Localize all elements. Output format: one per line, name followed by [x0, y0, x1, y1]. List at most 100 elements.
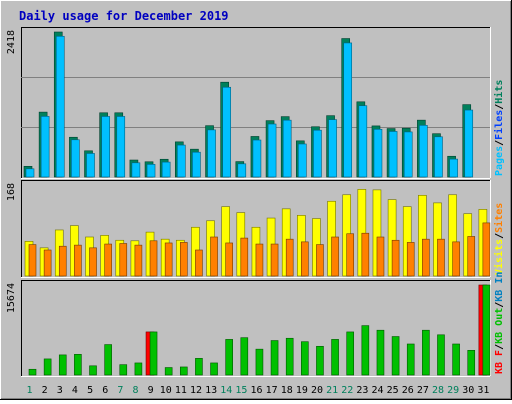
bar-kb-out — [270, 340, 279, 376]
bar-sites — [391, 239, 400, 277]
bar-sites — [346, 233, 355, 277]
bar-pages — [71, 139, 80, 178]
bar-sites — [149, 240, 158, 277]
y-axis-max-label: 15674 — [6, 283, 17, 313]
bar-pages — [252, 139, 262, 178]
day-label: 20 — [311, 385, 323, 396]
bar-pages — [358, 105, 368, 178]
bar-sites — [301, 241, 309, 277]
bar-sites — [255, 243, 264, 277]
y-axis-max-label: 2418 — [6, 30, 17, 54]
bar-sites — [376, 236, 385, 277]
day-label: 26 — [402, 385, 414, 396]
bar-kb-out — [119, 364, 128, 376]
y-axis-max-label: 168 — [6, 183, 17, 201]
panel-legend: KB F/KB Out/KB In — [494, 272, 505, 374]
bar-kb-out — [134, 362, 143, 376]
legend-entry: Sites — [493, 203, 505, 233]
bar-sites — [58, 245, 67, 277]
day-label: 5 — [87, 385, 93, 396]
bar-sites — [119, 243, 128, 277]
bar-sites — [179, 242, 188, 277]
day-label: 25 — [387, 385, 399, 396]
bar-sites — [361, 232, 370, 277]
bar-kb-out — [316, 345, 324, 376]
legend-entry: KB F — [494, 350, 505, 374]
bar-kb-out — [195, 358, 203, 376]
bar-pages — [161, 161, 171, 178]
bar-sites — [134, 244, 143, 277]
day-label: 23 — [356, 385, 368, 396]
legend-entry: / — [494, 140, 505, 146]
bar-kb-out — [210, 362, 218, 376]
bar-pages — [388, 131, 398, 178]
bar-sites — [331, 236, 339, 277]
bar-kb-out — [104, 344, 112, 376]
day-label: 6 — [102, 385, 108, 396]
day-label: 3 — [57, 385, 63, 396]
bar-pages — [207, 129, 216, 178]
bar-sites — [240, 237, 249, 277]
bar-sites — [164, 242, 173, 277]
bar-kb-out — [346, 331, 355, 376]
bar-kb-out — [285, 337, 294, 376]
bar-pages — [237, 163, 247, 178]
panel-legend: Pages/Files/Hits — [493, 80, 505, 176]
bar-kb-out — [437, 334, 445, 376]
bar-kb-out — [467, 350, 476, 376]
bar-kb-out — [28, 368, 37, 376]
bar-sites — [452, 241, 460, 277]
bar-kb-out — [406, 343, 415, 376]
bar-pages — [298, 143, 307, 178]
bar-pages — [86, 153, 95, 178]
bar-sites — [210, 236, 218, 277]
bar-sites — [225, 242, 233, 277]
bar-sites — [482, 222, 491, 277]
legend-entry: / — [494, 302, 505, 308]
day-label: 28 — [432, 385, 444, 396]
bar-pages — [282, 119, 292, 178]
legend-entry: Hits — [493, 80, 505, 104]
day-label: 31 — [477, 385, 489, 396]
panel-2: 168 Visits/Sites — [6, 180, 505, 278]
legend-entry: Files — [493, 110, 505, 140]
bar-kb-out — [149, 331, 158, 376]
bar-pages — [146, 164, 156, 178]
day-label: 1 — [27, 385, 33, 396]
bar-pages — [55, 35, 65, 178]
day-label: 19 — [296, 385, 308, 396]
bar-kb-out — [43, 358, 52, 376]
day-label: 18 — [281, 385, 293, 396]
bar-kb-out — [225, 339, 233, 376]
bar-kb-out — [164, 367, 173, 376]
legend-entry: Pages — [494, 146, 505, 176]
bar-pages — [328, 119, 337, 178]
plot-area — [21, 280, 490, 376]
bar-sites — [270, 243, 279, 277]
bar-pages — [343, 42, 353, 178]
bar-pages — [192, 151, 201, 178]
day-label: 16 — [250, 385, 262, 396]
bar-sites — [437, 238, 445, 277]
day-label: 7 — [117, 385, 123, 396]
day-label: 30 — [462, 385, 474, 396]
day-label: 21 — [326, 385, 338, 396]
legend-entry: / — [494, 233, 505, 239]
panel-legend: Visits/Sites — [493, 203, 505, 275]
bar-sites — [43, 249, 52, 277]
day-label: 10 — [160, 385, 172, 396]
bar-kb-out — [240, 337, 249, 376]
bar-pages — [419, 125, 428, 178]
bar-pages — [373, 128, 383, 178]
bar-pages — [434, 136, 443, 178]
chart-title: Daily usage for December 2019 — [19, 9, 229, 23]
bar-pages — [40, 116, 50, 178]
bar-pages — [464, 109, 474, 178]
bar-kb-out — [452, 343, 460, 376]
bar-pages — [267, 123, 277, 178]
day-label: 24 — [372, 385, 384, 396]
day-label: 27 — [417, 385, 429, 396]
bar-kb-out — [331, 339, 339, 376]
